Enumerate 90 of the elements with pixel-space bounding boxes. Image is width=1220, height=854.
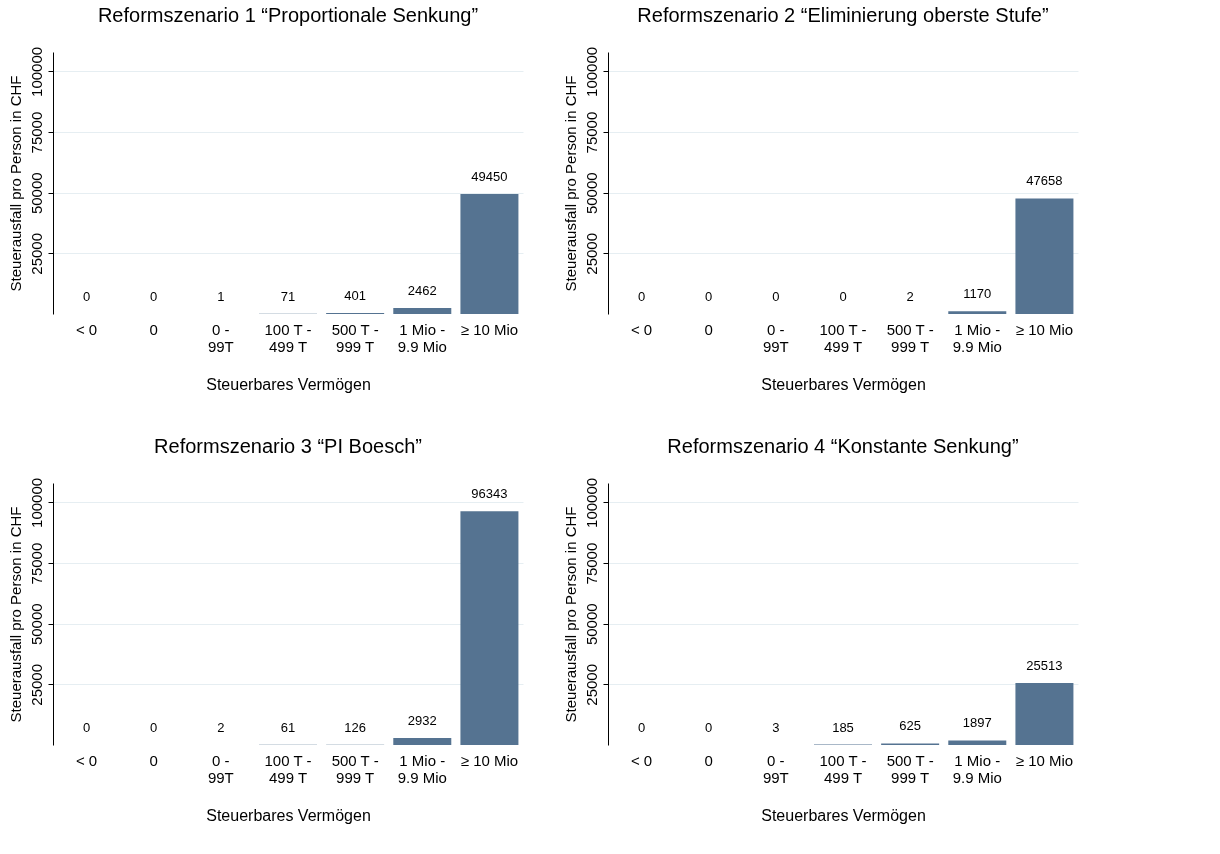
y-tick-label: 75000	[582, 542, 600, 585]
data-label: 61	[280, 719, 296, 735]
data-label: 0	[637, 720, 646, 735]
y-tick-label: 50000	[582, 172, 600, 215]
x-tick-label: 100 T - 499 T	[264, 751, 312, 786]
data-label: 0	[839, 289, 847, 304]
x-tick-label: ≥ 10 Mio	[1015, 320, 1074, 338]
y-tick-label: 25000	[27, 663, 45, 706]
bar	[393, 308, 452, 314]
chart-title: Reformszenario 2 “Eliminierung oberste Stufe”	[637, 4, 1049, 27]
data-label: 401	[344, 288, 366, 304]
x-tick-label: < 0	[75, 751, 98, 769]
x-tick-label: 1 Mio - 9.9 Mio	[952, 751, 1002, 786]
x-tick-label: 0 - 99T	[207, 751, 234, 786]
y-tick-label: 50000	[27, 172, 45, 215]
y-tick-label: 75000	[27, 542, 45, 585]
data-label: 0	[705, 720, 713, 735]
data-label: 71	[280, 288, 296, 304]
x-axis-title: Steuerbares Vermögen	[206, 375, 371, 393]
x-tick-label: 100 T - 499 T	[264, 320, 312, 355]
x-axis-title: Steuerbares Vermögen	[761, 375, 926, 393]
y-tick-label: 75000	[582, 111, 600, 154]
bar	[393, 737, 452, 745]
x-tick-label: 0 - 99T	[762, 320, 789, 355]
x-axis-title: Steuerbares Vermögen	[761, 806, 926, 824]
y-tick-label: 50000	[27, 603, 45, 646]
data-label: 0	[82, 720, 91, 735]
data-label: 0	[150, 720, 158, 735]
y-axis-title: Steuerausfall pro Person in CHF	[561, 75, 579, 292]
y-axis-title: Steuerausfall pro Person in CHF	[6, 75, 24, 292]
data-label: 25513	[1026, 658, 1063, 674]
y-tick-label: 25000	[27, 232, 45, 275]
x-tick-label: 0 - 99T	[762, 751, 789, 786]
y-axis-title: Steuerausfall pro Person in CHF	[6, 506, 24, 723]
x-tick-label: 1 Mio - 9.9 Mio	[952, 320, 1002, 355]
y-tick-label: 50000	[582, 603, 600, 646]
x-tick-label: 0	[149, 751, 158, 769]
data-label: 49450	[471, 169, 508, 185]
bar	[460, 511, 519, 745]
x-tick-label: 500 T - 999 T	[886, 320, 934, 355]
x-tick-label: 100 T - 499 T	[819, 751, 867, 786]
x-tick-label: 0 - 99T	[207, 320, 234, 355]
x-tick-label: 500 T - 999 T	[331, 320, 379, 355]
x-tick-label: < 0	[630, 320, 653, 338]
y-tick-label: 100000	[27, 477, 45, 528]
x-tick-label: ≥ 10 Mio	[460, 751, 519, 769]
x-tick-label: 500 T - 999 T	[331, 751, 379, 786]
data-label: 625	[899, 718, 921, 734]
x-tick-label: 1 Mio - 9.9 Mio	[397, 751, 447, 786]
data-label: 2	[217, 720, 225, 735]
x-tick-label: 100 T - 499 T	[819, 320, 867, 355]
bar	[460, 194, 519, 314]
data-label: 185	[832, 719, 854, 735]
y-tick-label: 100000	[582, 46, 600, 97]
x-tick-label: ≥ 10 Mio	[460, 320, 519, 338]
bar	[1015, 683, 1074, 745]
y-axis-title: Steuerausfall pro Person in CHF	[561, 506, 579, 723]
data-label: 3	[772, 719, 780, 735]
data-label: 96343	[471, 486, 508, 502]
data-label: 2932	[407, 712, 437, 728]
x-tick-label: < 0	[630, 751, 653, 769]
data-label: 0	[772, 289, 780, 304]
data-label: 126	[344, 719, 366, 735]
data-label: 0	[150, 289, 158, 304]
x-tick-label: ≥ 10 Mio	[1015, 751, 1074, 769]
chart-title: Reformszenario 1 “Proportionale Senkung”	[97, 4, 479, 27]
chart-title: Reformszenario 4 “Konstante Senkung”	[667, 435, 1019, 458]
data-label: 2462	[407, 283, 437, 299]
bar	[948, 740, 1007, 745]
data-label: 0	[637, 289, 646, 304]
x-tick-label: < 0	[75, 320, 98, 338]
data-label: 1	[217, 289, 225, 304]
x-tick-label: 0	[149, 320, 158, 338]
x-tick-label: 0	[704, 751, 713, 769]
y-tick-label: 75000	[27, 111, 45, 154]
data-label: 2	[906, 289, 914, 304]
data-label: 0	[82, 289, 91, 304]
y-tick-label: 25000	[582, 232, 600, 275]
data-label: 1897	[962, 715, 992, 731]
data-label: 1170	[963, 286, 992, 302]
data-label: 0	[705, 289, 713, 304]
x-tick-label: 1 Mio - 9.9 Mio	[397, 320, 447, 355]
chart-title: Reformszenario 3 “PI Boesch”	[154, 435, 422, 458]
x-axis-title: Steuerbares Vermögen	[206, 806, 371, 824]
data-label: 47658	[1026, 173, 1063, 189]
y-tick-label: 25000	[582, 663, 600, 706]
x-tick-label: 0	[704, 320, 713, 338]
y-tick-label: 100000	[582, 477, 600, 528]
y-tick-label: 100000	[27, 46, 45, 97]
x-tick-label: 500 T - 999 T	[886, 751, 934, 786]
